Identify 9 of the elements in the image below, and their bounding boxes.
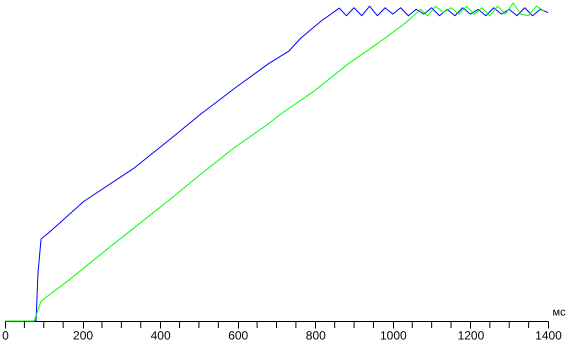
x-tick-label: 400 <box>150 328 171 342</box>
x-tick-label: 1200 <box>458 328 485 342</box>
x-tick-label: 1400 <box>535 328 562 342</box>
x-axis-title: мс <box>552 306 566 318</box>
x-tick-label: 1000 <box>380 328 408 342</box>
x-tick-label: 0 <box>2 328 10 342</box>
x-tick-label: 600 <box>228 328 249 342</box>
x-tick-label: 200 <box>73 328 94 342</box>
x-tick-label: 800 <box>306 328 326 342</box>
